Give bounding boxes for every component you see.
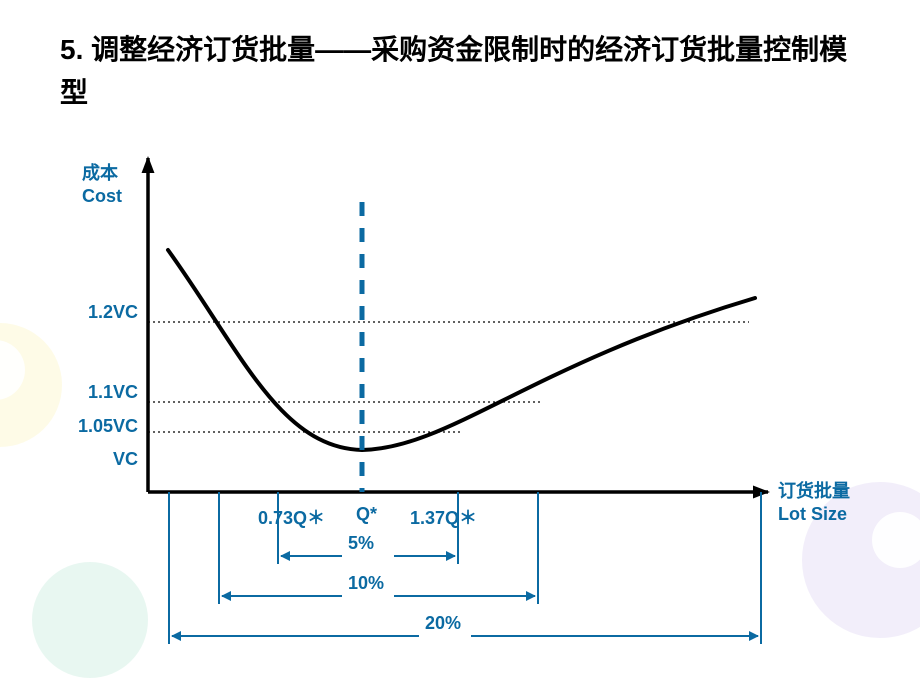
page-title: 5. 调整经济订货批量——采购资金限制时的经济订货批量控制模型 (60, 28, 870, 115)
chart-container: 成本 Cost 订货批量 Lot Size 1.2VC1.1VC1.05VCVC… (30, 130, 890, 660)
chart-svg (30, 130, 890, 660)
background-bubble (0, 340, 25, 400)
